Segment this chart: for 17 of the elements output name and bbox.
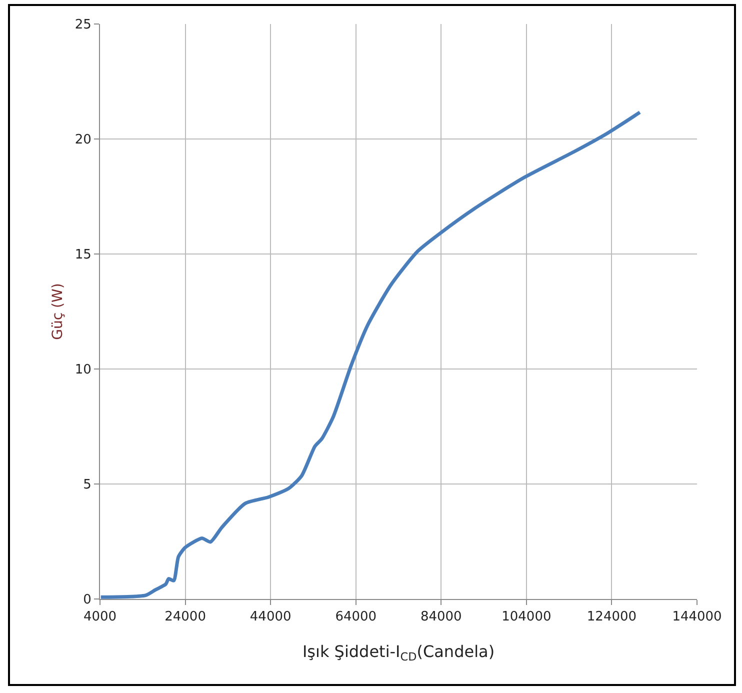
x-tick-label: 64000 [335, 610, 377, 625]
x-axis-title: Işık Şiddeti-I$_{CD}$(Candela) [302, 642, 495, 664]
y-tick-label: 10 [74, 362, 92, 378]
x-tick-label: 4000 [83, 610, 117, 625]
x-tick-label: 144000 [672, 610, 722, 625]
x-tick-label: 124000 [586, 610, 637, 625]
y-tick-label: 15 [74, 248, 92, 263]
y-axis-title: Güç (W) [50, 283, 66, 340]
y-tick-label: 20 [74, 132, 92, 148]
y-tick-label: 25 [74, 18, 92, 33]
x-tick-label: 104000 [502, 610, 552, 625]
y-tick-label: 0 [83, 592, 92, 608]
line-series [100, 110, 642, 599]
y-tick-label: 5 [83, 478, 92, 493]
x-tick-label: 44000 [250, 610, 292, 625]
x-tick-label: 84000 [420, 610, 462, 625]
x-tick-label: 24000 [164, 610, 206, 625]
